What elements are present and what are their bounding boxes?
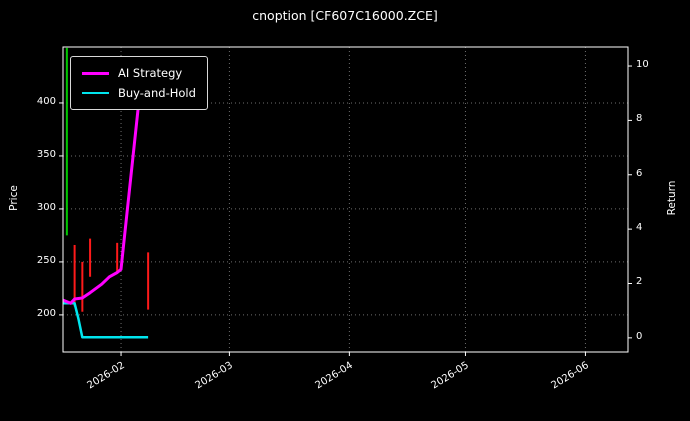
legend-item-ai-strategy: AI Strategy (82, 63, 196, 83)
legend-item-buy-and-hold: Buy-and-Hold (82, 83, 196, 103)
left-axis-label: Price (8, 185, 20, 211)
right-axis-label: Return (666, 180, 678, 216)
ai-strategy-line-sample-icon (82, 71, 109, 75)
legend-label: Buy-and-Hold (118, 86, 196, 100)
buy-and-hold-line (63, 302, 149, 339)
ai-strategy-line (62, 86, 142, 305)
legend: AI Strategy Buy-and-Hold (70, 56, 208, 110)
chart-title: cnoption [CF607C16000.ZCE] (252, 8, 438, 23)
buy-and-hold-line-sample-icon (82, 91, 109, 95)
legend-label: AI Strategy (118, 66, 183, 80)
plot-border (62, 46, 629, 353)
